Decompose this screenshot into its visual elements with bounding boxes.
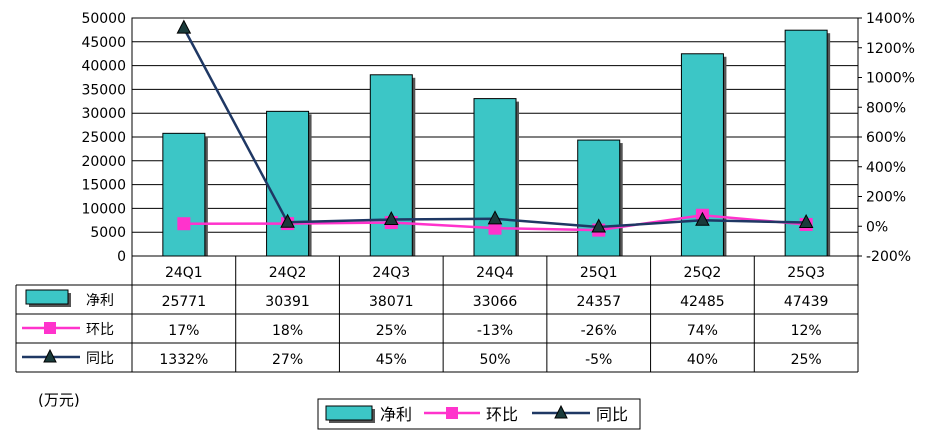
table-huanbi-key-marker xyxy=(44,322,56,334)
y-tick-right: 1400% xyxy=(866,11,915,27)
y-tick-right: 0% xyxy=(866,219,888,235)
lines xyxy=(176,19,814,237)
cell-tongbi: 45% xyxy=(376,352,407,368)
cell-jingli: 33066 xyxy=(473,294,518,310)
cell-jingli: 24357 xyxy=(576,294,621,310)
cell-huanbi: 12% xyxy=(791,323,822,339)
tongbi-marker xyxy=(176,19,192,34)
legend-bar-key xyxy=(325,405,373,421)
legend-label-jingli: 净利 xyxy=(380,405,412,424)
y-tick-left: 20000 xyxy=(81,154,126,170)
cell-jingli: 25771 xyxy=(162,294,207,310)
x-category-label: 24Q3 xyxy=(372,265,410,281)
unit-label: (万元) xyxy=(38,391,80,409)
y-tick-right: 800% xyxy=(866,100,906,116)
table-bar-key xyxy=(25,289,69,305)
row-label-jingli: 净利 xyxy=(86,293,114,309)
tongbi-marker xyxy=(591,218,607,233)
tongbi-marker xyxy=(280,213,295,228)
cell-tongbi: 1332% xyxy=(159,352,208,368)
cell-huanbi: 74% xyxy=(687,323,718,339)
cell-huanbi: -26% xyxy=(581,323,617,339)
y-tick-right: -200% xyxy=(866,249,911,265)
cell-jingli: 42485 xyxy=(680,294,725,310)
tongbi-marker xyxy=(798,213,814,229)
y-tick-left: 0 xyxy=(117,249,126,265)
tongbi-marker xyxy=(383,210,399,226)
cell-tongbi: 50% xyxy=(479,352,510,368)
axes: 0 5000 10000 15000 20000 25000 30000 35000 40000… xyxy=(81,11,914,265)
cell-huanbi: 17% xyxy=(168,323,199,339)
row-label-huanbi: 环比 xyxy=(86,322,114,338)
legend-label-tongbi: 同比 xyxy=(596,405,628,424)
row-label-tongbi: 同比 xyxy=(86,351,114,367)
x-category-label: 25Q3 xyxy=(787,265,825,281)
y-tick-left: 10000 xyxy=(81,201,126,217)
y-tick-left: 25000 xyxy=(81,130,126,146)
x-category-label: 25Q1 xyxy=(580,265,618,281)
y-tick-right: 200% xyxy=(866,190,906,206)
y-tick-left: 50000 xyxy=(81,11,126,27)
cell-jingli: 38071 xyxy=(369,294,414,310)
x-category-label: 24Q2 xyxy=(269,265,307,281)
x-category-label: 25Q2 xyxy=(684,265,722,281)
y-tick-left: 35000 xyxy=(81,82,126,98)
y-tick-right: 600% xyxy=(866,130,906,146)
legend-tongbi-marker xyxy=(554,404,568,419)
x-category-label: 24Q4 xyxy=(476,265,514,281)
cell-huanbi: 18% xyxy=(272,323,303,339)
huanbi-marker xyxy=(488,221,502,235)
legend-huanbi-marker xyxy=(446,407,458,419)
cell-jingli: 47439 xyxy=(784,294,829,310)
plot-frame xyxy=(131,17,859,257)
cell-tongbi: 40% xyxy=(687,352,718,368)
tongbi-marker xyxy=(487,210,503,225)
y-tick-right: 1200% xyxy=(866,41,915,57)
y-tick-left: 15000 xyxy=(81,178,126,194)
y-tick-left: 45000 xyxy=(81,35,126,51)
y-tick-right: 1000% xyxy=(866,71,915,87)
y-tick-left: 40000 xyxy=(81,59,126,75)
cell-huanbi: 25% xyxy=(376,323,407,339)
cell-tongbi: 25% xyxy=(791,352,822,368)
cell-huanbi: -13% xyxy=(477,323,513,339)
table-tongbi-key-marker xyxy=(43,348,57,363)
bar-24q2 xyxy=(266,110,310,257)
bar-25q1 xyxy=(577,139,621,257)
x-category-label: 24Q1 xyxy=(165,265,203,281)
huanbi-marker xyxy=(177,217,191,231)
legend: 净利 环比 同比 xyxy=(317,398,641,430)
cell-jingli: 30391 xyxy=(265,294,310,310)
y-tick-left: 5000 xyxy=(90,225,126,241)
y-tick-right: 400% xyxy=(866,160,906,176)
bar-24q1 xyxy=(162,132,206,257)
y-tick-left: 30000 xyxy=(81,106,126,122)
tongbi-marker xyxy=(695,211,710,226)
cell-tongbi: 27% xyxy=(272,352,303,368)
legend-label-huanbi: 环比 xyxy=(486,405,518,424)
cell-tongbi: -5% xyxy=(585,352,612,368)
